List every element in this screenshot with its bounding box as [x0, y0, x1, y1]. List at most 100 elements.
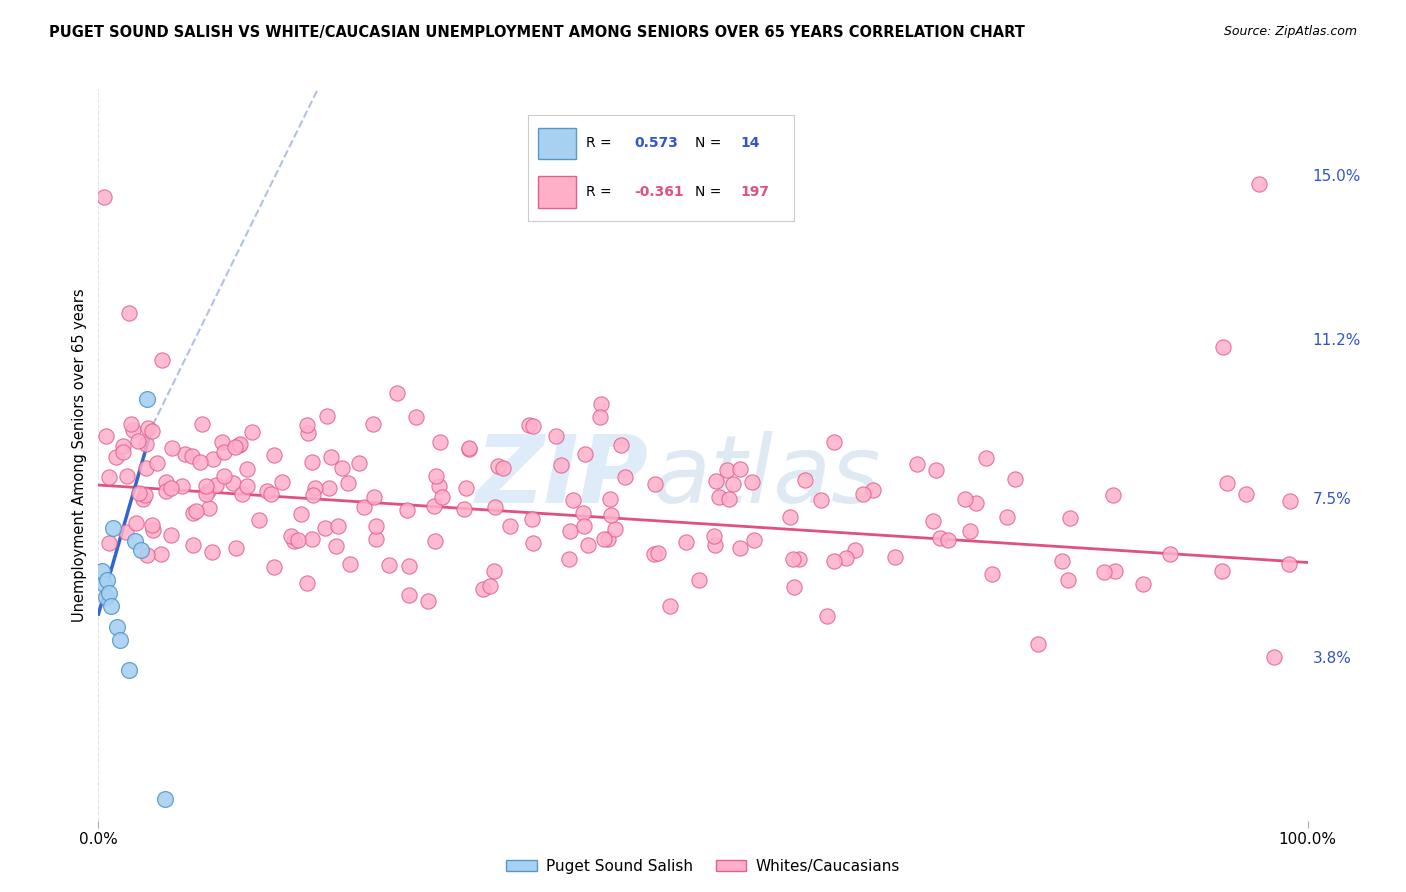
Point: [93, 577, 115, 591]
Point: [936, 533, 959, 547]
Point: [330, 461, 353, 475]
Point: [1278, 494, 1301, 508]
Point: [297, 425, 319, 440]
Point: [1216, 475, 1239, 490]
Point: [922, 515, 945, 529]
Point: [574, 518, 596, 533]
Point: [150, 352, 173, 367]
Point: [980, 566, 1002, 581]
Point: [240, 425, 263, 439]
Point: [247, 513, 270, 527]
Point: [995, 509, 1018, 524]
Point: [115, 524, 138, 539]
Point: [423, 499, 446, 513]
Point: [104, 450, 127, 464]
Point: [398, 588, 420, 602]
Point: [287, 533, 309, 547]
Point: [783, 581, 806, 595]
Point: [574, 446, 596, 460]
Point: [115, 469, 138, 483]
Point: [366, 519, 388, 533]
Point: [823, 434, 845, 449]
Point: [484, 500, 506, 514]
Text: Source: ZipAtlas.com: Source: ZipAtlas.com: [1223, 25, 1357, 38]
Point: [560, 524, 582, 538]
Point: [301, 532, 323, 546]
Point: [256, 484, 278, 499]
Point: [212, 444, 235, 458]
Text: atlas: atlas: [652, 432, 880, 523]
Point: [728, 541, 751, 555]
Point: [118, 663, 141, 677]
Point: [159, 528, 181, 542]
Point: [118, 306, 141, 320]
Point: [98, 585, 121, 599]
Point: [1234, 487, 1257, 501]
Point: [236, 461, 259, 475]
Point: [283, 534, 305, 549]
Point: [271, 475, 294, 490]
Point: [194, 487, 217, 501]
Point: [155, 475, 177, 490]
Point: [405, 409, 427, 424]
Point: [1211, 565, 1233, 579]
Point: [562, 493, 585, 508]
Point: [844, 543, 866, 558]
Text: ZIP: ZIP: [475, 431, 648, 523]
Point: [955, 492, 977, 507]
Point: [789, 552, 811, 566]
Point: [658, 599, 681, 614]
Point: [128, 486, 150, 500]
Text: PUGET SOUND SALISH VS WHITE/CAUCASIAN UNEMPLOYMENT AMONG SENIORS OVER 65 YEARS C: PUGET SOUND SALISH VS WHITE/CAUCASIAN UN…: [49, 25, 1025, 40]
Point: [472, 582, 495, 596]
Point: [884, 550, 907, 565]
Point: [1104, 564, 1126, 578]
Point: [432, 490, 454, 504]
Point: [425, 469, 447, 483]
Point: [852, 486, 875, 500]
Point: [280, 529, 302, 543]
Point: [704, 538, 727, 552]
Point: [228, 437, 250, 451]
Point: [132, 492, 155, 507]
Point: [111, 445, 134, 459]
Point: [482, 564, 505, 578]
Point: [122, 423, 145, 437]
Point: [835, 550, 858, 565]
Point: [929, 532, 952, 546]
Point: [378, 558, 401, 573]
Point: [135, 436, 157, 450]
Point: [959, 524, 981, 539]
Point: [688, 573, 710, 587]
Point: [155, 483, 177, 498]
Point: [1004, 473, 1026, 487]
Point: [101, 521, 124, 535]
Point: [96, 573, 118, 587]
Point: [793, 473, 815, 487]
Point: [810, 492, 832, 507]
Point: [146, 456, 169, 470]
Point: [741, 475, 763, 489]
Point: [1050, 554, 1073, 568]
Point: [576, 539, 599, 553]
Point: [325, 539, 347, 553]
Point: [225, 541, 247, 556]
Point: [98, 470, 121, 484]
Point: [557, 552, 579, 566]
Point: [339, 557, 361, 571]
Point: [416, 593, 439, 607]
Point: [211, 435, 233, 450]
Point: [141, 424, 163, 438]
Point: [198, 501, 221, 516]
Point: [703, 529, 725, 543]
Point: [707, 490, 730, 504]
Point: [644, 477, 666, 491]
Point: [212, 469, 235, 483]
Point: [398, 559, 420, 574]
Point: [550, 458, 572, 472]
Point: [141, 518, 163, 533]
Point: [125, 516, 148, 530]
Point: [517, 418, 540, 433]
Point: [599, 491, 621, 506]
Point: [111, 440, 134, 454]
